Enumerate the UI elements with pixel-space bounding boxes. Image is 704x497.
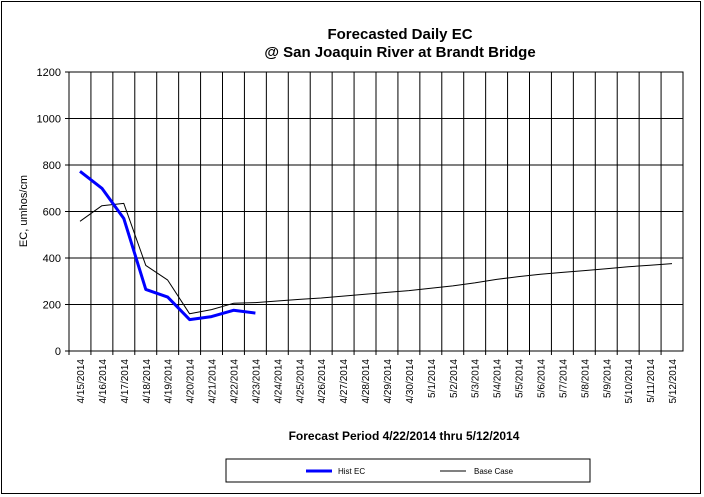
x-tick-label: 4/24/2014 xyxy=(273,359,284,404)
y-tick-label: 600 xyxy=(43,207,61,219)
y-axis-label: EC, umhos/cm xyxy=(18,175,30,247)
x-axis-label: Forecast Period 4/22/2014 thru 5/12/2014 xyxy=(289,429,520,443)
x-tick-label: 4/27/2014 xyxy=(339,359,350,404)
y-tick-label: 400 xyxy=(43,253,61,265)
x-tick-label: 5/12/2014 xyxy=(668,359,679,404)
x-tick-label: 4/22/2014 xyxy=(229,359,240,404)
x-tick-label: 4/16/2014 xyxy=(98,359,109,404)
y-tick-label: 0 xyxy=(55,346,61,358)
x-axis-ticks: 4/15/2014 4/16/2014 4/17/2014 4/18/2014 4/19… xyxy=(68,351,679,404)
legend-label: Hist EC xyxy=(338,467,365,476)
y-tick-label: 200 xyxy=(43,300,61,312)
x-tick-label: 5/2/2014 xyxy=(449,359,460,398)
series-lines xyxy=(79,170,673,322)
x-tick-label: 5/3/2014 xyxy=(471,359,482,398)
x-tick-label: 4/25/2014 xyxy=(295,359,306,404)
x-tick-label: 5/10/2014 xyxy=(624,359,635,404)
legend: Hist EC Base Case xyxy=(306,467,514,476)
x-tick-label: 4/18/2014 xyxy=(142,359,153,404)
x-tick-label: 4/19/2014 xyxy=(164,359,175,404)
legend-box xyxy=(225,458,591,483)
x-tick-label: 4/20/2014 xyxy=(186,359,197,404)
x-tick-label: 4/21/2014 xyxy=(208,359,219,404)
x-tick-label: 5/5/2014 xyxy=(515,359,526,398)
y-tick-label: 1200 xyxy=(37,67,61,79)
x-tick-label: 5/1/2014 xyxy=(427,359,438,398)
x-tick-label: 5/6/2014 xyxy=(536,359,547,398)
x-tick-label: 5/4/2014 xyxy=(493,359,504,398)
series-line-hist-ec xyxy=(79,170,256,322)
y-tick-label: 800 xyxy=(43,160,61,172)
legend-label: Base Case xyxy=(474,467,514,476)
x-tick-label: 4/23/2014 xyxy=(251,359,262,404)
x-tick-label: 4/15/2014 xyxy=(76,359,87,404)
chart-title: Forecasted Daily EC xyxy=(327,26,472,43)
x-tick-label: 4/28/2014 xyxy=(361,359,372,404)
y-axis-ticks: 0 200 400 600 800 1000 1200 xyxy=(37,67,69,358)
x-tick-label: 4/26/2014 xyxy=(317,359,328,404)
series-line-base-case xyxy=(79,202,673,315)
x-tick-label: 5/9/2014 xyxy=(602,359,613,398)
x-tick-label: 4/17/2014 xyxy=(120,359,131,404)
x-tick-label: 5/8/2014 xyxy=(580,359,591,398)
y-tick-label: 1000 xyxy=(37,114,61,126)
x-tick-label: 5/11/2014 xyxy=(646,359,657,403)
grid-lines xyxy=(69,72,683,351)
x-tick-label: 4/29/2014 xyxy=(383,359,394,404)
x-tick-label: 4/30/2014 xyxy=(405,359,416,404)
chart-subtitle: @ San Joaquin River at Brandt Bridge xyxy=(264,44,535,61)
x-tick-label: 5/7/2014 xyxy=(558,359,569,398)
